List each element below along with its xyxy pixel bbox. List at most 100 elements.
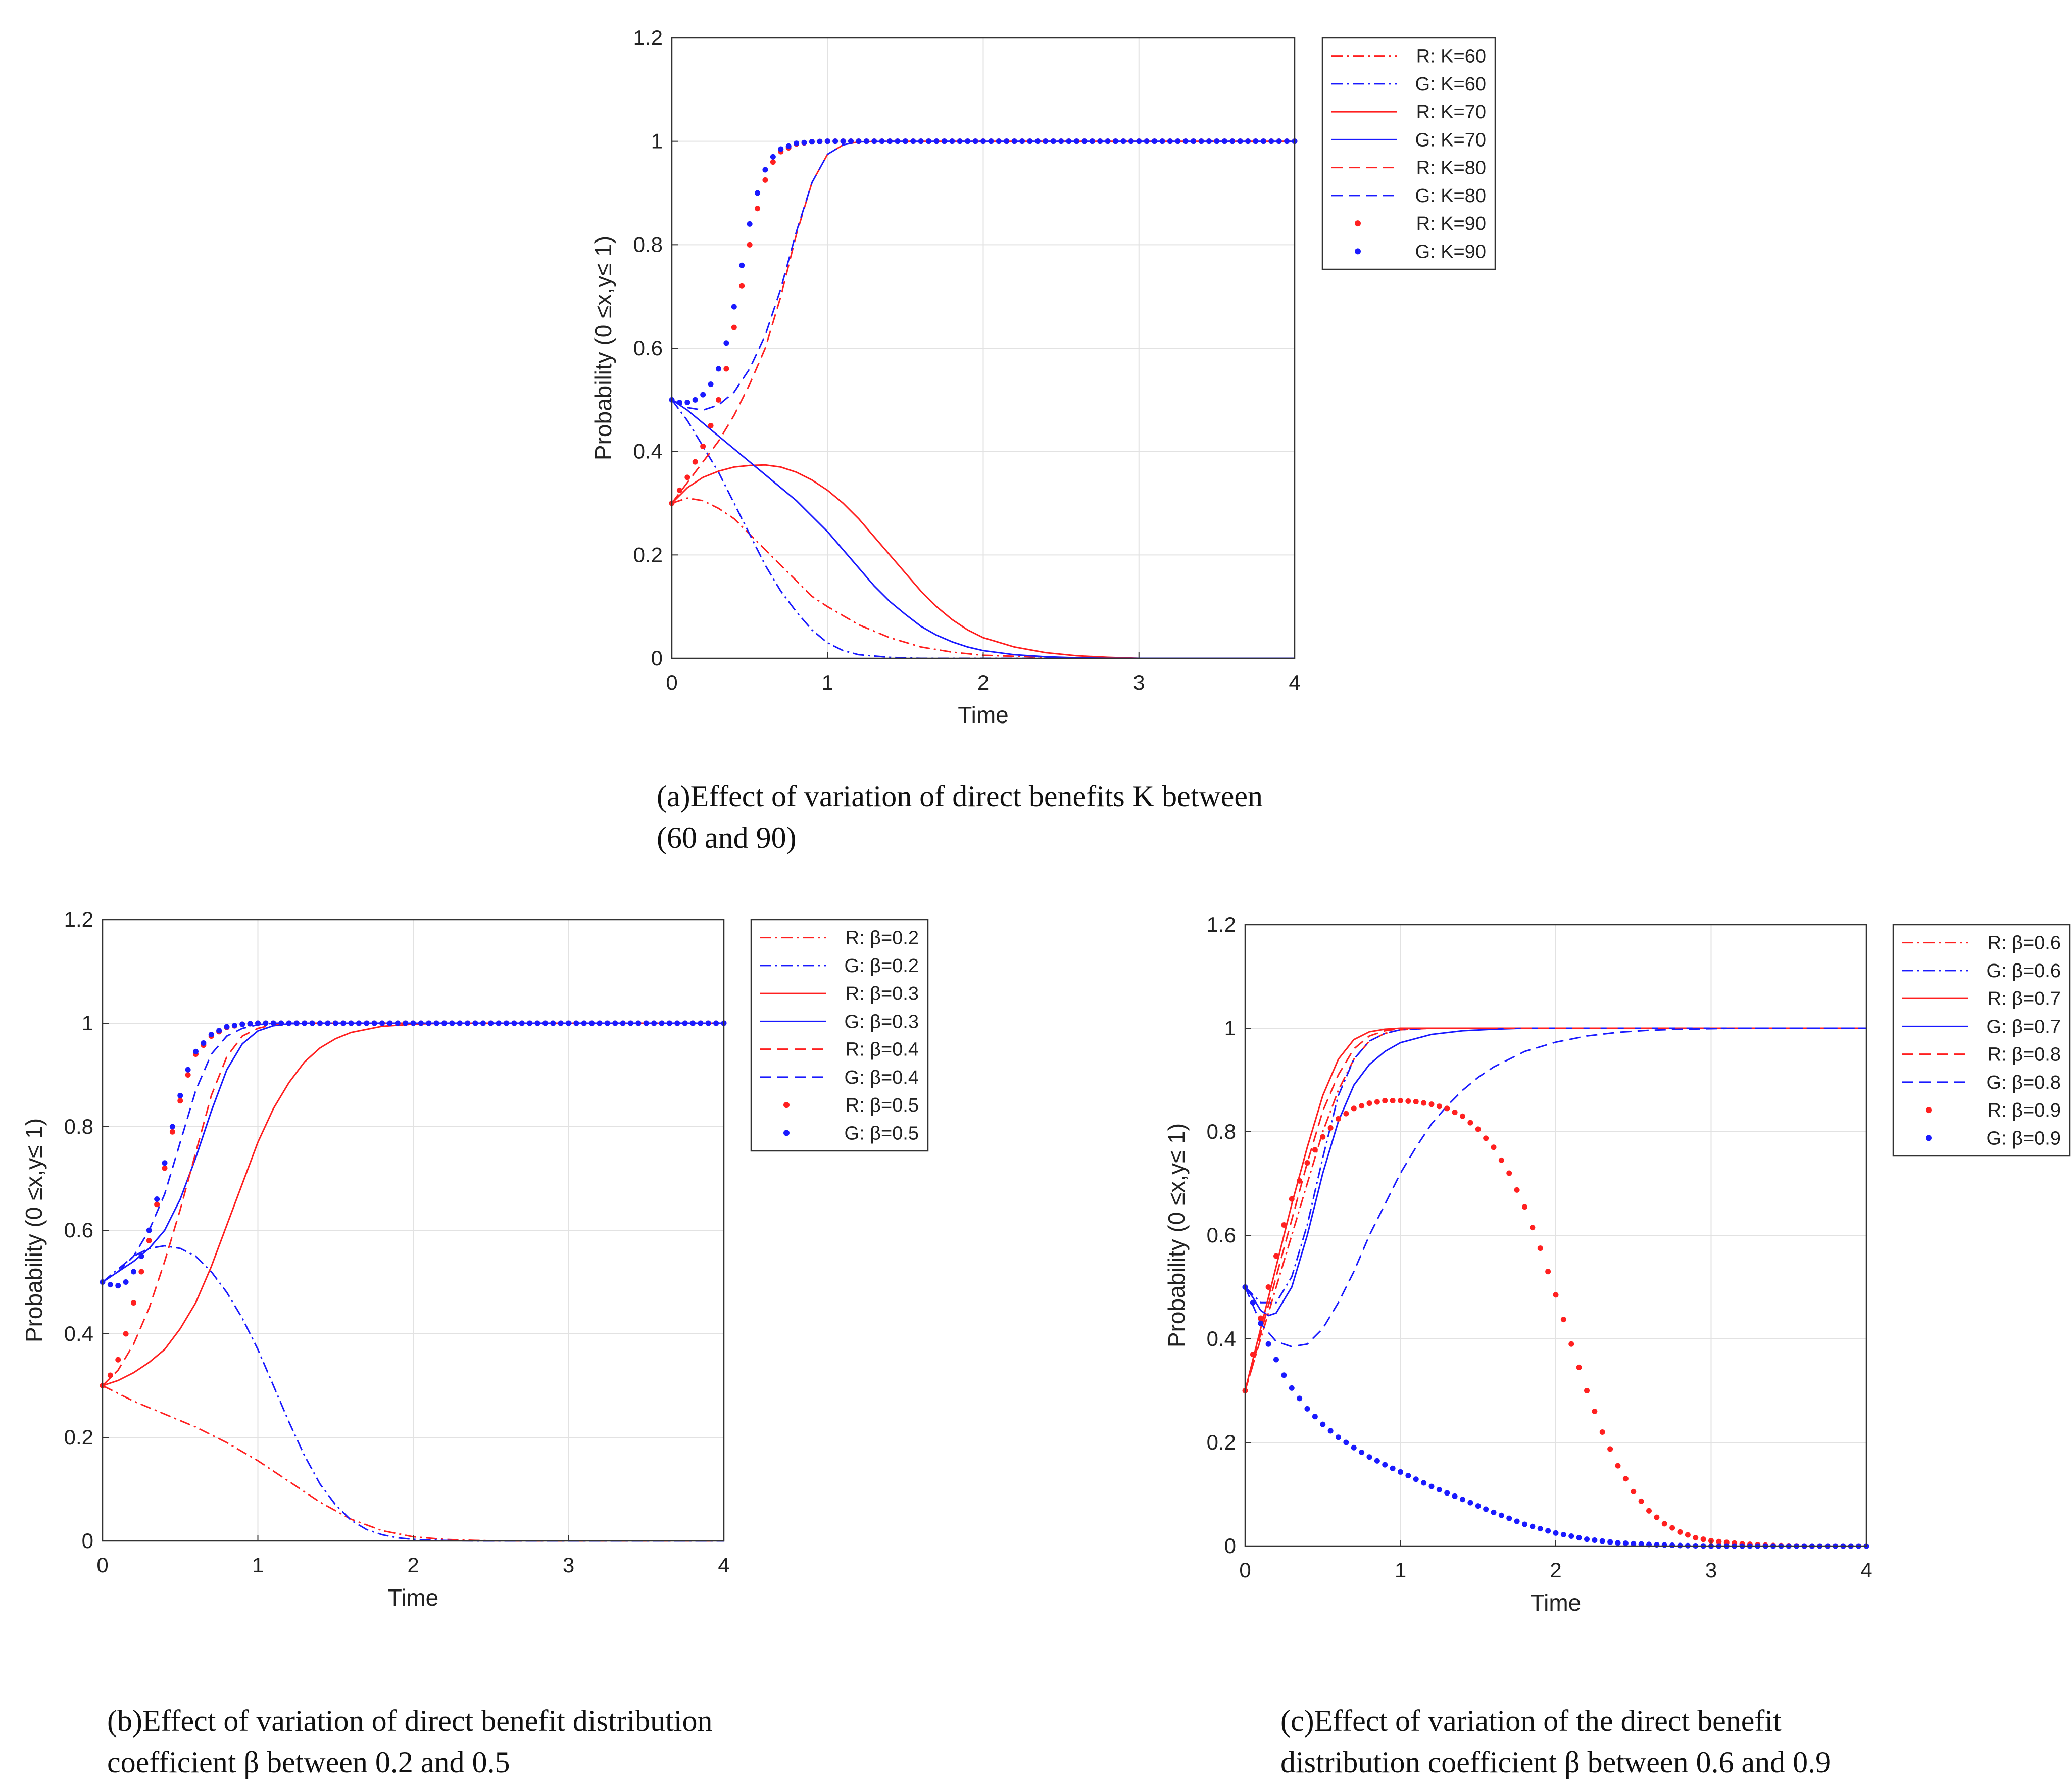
x-tick-label: 3 xyxy=(1133,670,1145,694)
series-7-point xyxy=(519,1020,525,1026)
legend-label: G: β=0.6 xyxy=(1986,960,2061,982)
series-7-point xyxy=(723,340,729,346)
series-7-point xyxy=(1191,138,1197,144)
legend-item: R: β=0.5 xyxy=(783,1095,919,1116)
series-6-point xyxy=(1413,1099,1419,1105)
series-7-point xyxy=(239,1021,245,1027)
series-7-point xyxy=(1120,138,1126,144)
series-2-line xyxy=(671,464,1295,659)
series-7-point xyxy=(910,138,916,144)
legend-label: G: K=60 xyxy=(1415,74,1486,95)
series-6-point xyxy=(185,1072,191,1078)
series-7-point xyxy=(863,138,869,144)
series-7-point xyxy=(449,1020,455,1026)
series-7-point xyxy=(566,1020,571,1026)
series-6-point xyxy=(1592,1409,1598,1414)
caption-c-line-1: (c)Effect of variation of the direct ben… xyxy=(1280,1704,1782,1738)
series-7-point xyxy=(348,1020,354,1026)
series-7-point xyxy=(1253,138,1259,144)
series-7-point xyxy=(1413,1476,1419,1482)
series-7-point xyxy=(635,1020,642,1026)
legend-item: R: K=60 xyxy=(1331,46,1486,67)
series-6-point xyxy=(123,1331,129,1337)
series-6-point xyxy=(708,423,714,428)
series-6-point xyxy=(1506,1170,1512,1176)
y-tick-label: 0 xyxy=(1224,1534,1236,1558)
series-7-point xyxy=(169,1124,175,1130)
series-7-point xyxy=(465,1020,471,1026)
caption-b-line-1: (b)Effect of variation of direct benefit… xyxy=(107,1704,713,1738)
series-7-point xyxy=(1343,1439,1349,1445)
series-7-point xyxy=(1113,138,1119,144)
series-7-point xyxy=(778,146,784,152)
series-7-point xyxy=(1592,1537,1598,1543)
y-tick-label: 0.4 xyxy=(64,1322,93,1345)
legend-label: G: K=70 xyxy=(1415,129,1486,151)
y-tick-label: 1 xyxy=(651,129,663,153)
series-6-point xyxy=(700,443,706,449)
series-6-point xyxy=(1631,1488,1637,1494)
series-6-point xyxy=(1661,1521,1667,1527)
series-6-point xyxy=(1491,1144,1497,1150)
series-6-point xyxy=(1677,1529,1683,1535)
series-1-line xyxy=(102,1245,724,1542)
series-1-line xyxy=(671,399,1295,659)
series-7-point xyxy=(996,138,1002,144)
series-7-point xyxy=(1221,138,1227,144)
y-axis-label: Probability (0 ≤x,y≤ 1) xyxy=(21,1118,47,1342)
series-7-point xyxy=(762,167,768,173)
series-7-point xyxy=(1011,138,1017,144)
y-tick-label: 1 xyxy=(1224,1016,1236,1040)
series-6-point xyxy=(770,159,776,165)
series-7-point xyxy=(1265,1341,1271,1347)
series-7-point xyxy=(433,1020,439,1026)
series-7-point xyxy=(747,221,753,227)
series-7-point xyxy=(1506,1515,1512,1521)
series-6-point xyxy=(676,487,682,493)
series-1-line xyxy=(1244,1027,1866,1304)
series-7-point xyxy=(1276,138,1282,144)
series-6-point xyxy=(1530,1225,1536,1231)
series-7-point xyxy=(809,139,815,145)
legend-item: G: β=0.7 xyxy=(1902,1016,2061,1037)
series-2-line xyxy=(102,1022,724,1386)
series-6-point xyxy=(1421,1100,1427,1106)
legend: R: β=0.2 G: β=0.2 R: β=0.3 G: β=0.3 R: β=0.4… xyxy=(750,919,929,1152)
legend-label: R: β=0.2 xyxy=(846,928,919,949)
series-7-point xyxy=(534,1020,540,1026)
series-6-point xyxy=(1273,1253,1279,1259)
legend-label: R: β=0.9 xyxy=(1988,1100,2061,1121)
series-3-line xyxy=(1244,1027,1866,1317)
x-tick-label: 4 xyxy=(718,1553,729,1577)
series-7-point xyxy=(589,1020,595,1026)
series-7-point xyxy=(410,1020,416,1026)
series-7-point xyxy=(692,397,698,403)
series-6-point xyxy=(107,1372,113,1378)
y-tick-label: 0.4 xyxy=(1207,1327,1236,1351)
series-7-point xyxy=(1237,138,1243,144)
series-7-point xyxy=(628,1020,633,1026)
series-0-line xyxy=(102,1385,724,1542)
series-7-point xyxy=(676,399,682,405)
series-6-point xyxy=(1382,1098,1388,1103)
series-7-point xyxy=(1607,1539,1613,1545)
legend-item: R: K=90 xyxy=(1355,213,1486,234)
legend-item: R: β=0.2 xyxy=(760,928,919,949)
series-6-point xyxy=(1304,1160,1310,1166)
series-6-point xyxy=(1514,1187,1520,1193)
series-6-point xyxy=(131,1300,136,1306)
x-axis-label: Time xyxy=(388,1584,439,1611)
chart-b: 0 1 2 3 4 0 0.2 0.4 0.6 0.8 1 1.2 Time Probability (0… xyxy=(21,907,929,1611)
series-7-point xyxy=(146,1227,152,1233)
y-tick-label: 0.2 xyxy=(64,1425,93,1449)
series-7-point xyxy=(1229,138,1236,144)
series-7-point xyxy=(581,1020,587,1026)
series-7-point xyxy=(1374,1458,1380,1464)
x-tick-label: 1 xyxy=(822,670,833,694)
caption-b: (b)Effect of variation of direct benefit… xyxy=(107,1700,712,1783)
series-7-point xyxy=(162,1160,168,1166)
series-7-point xyxy=(1483,1506,1489,1512)
series-6-point xyxy=(1390,1098,1396,1103)
series-6-point xyxy=(1553,1292,1559,1298)
series-7-point xyxy=(700,392,706,398)
